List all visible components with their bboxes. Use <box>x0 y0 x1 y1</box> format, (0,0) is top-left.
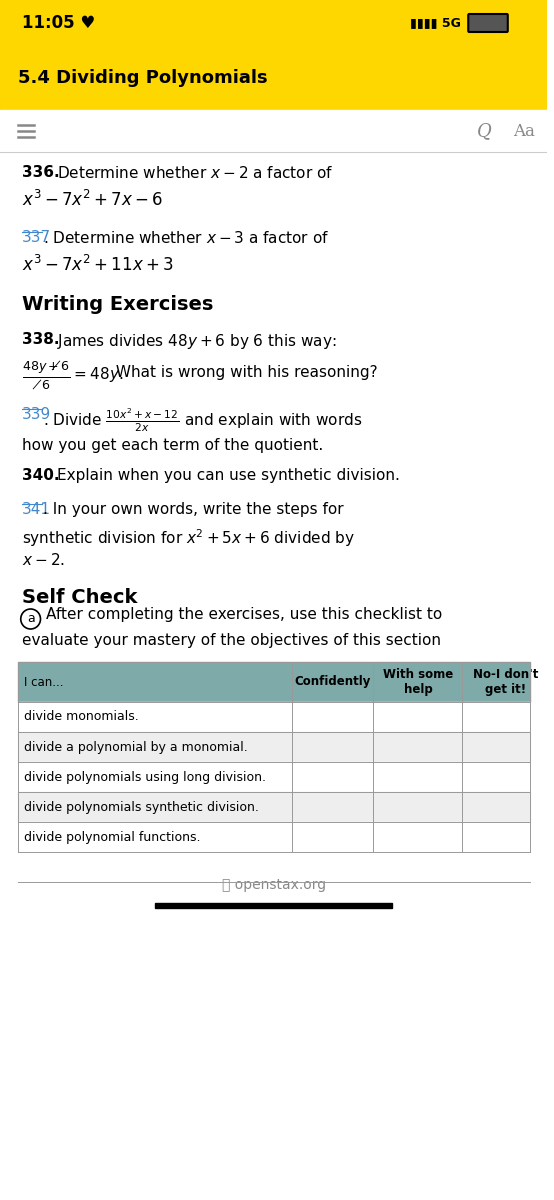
Text: 341: 341 <box>22 502 51 517</box>
Text: Writing Exercises: Writing Exercises <box>22 295 213 314</box>
Text: James divides $48y + 6$ by 6 this way:: James divides $48y + 6$ by 6 this way: <box>57 332 337 350</box>
Text: divide polynomials using long division.: divide polynomials using long division. <box>24 770 266 784</box>
Text: Explain when you can use synthetic division.: Explain when you can use synthetic divis… <box>57 468 400 482</box>
Bar <box>155 902 392 908</box>
Text: $x^3 - 7x^2 + 7x - 6$: $x^3 - 7x^2 + 7x - 6$ <box>22 190 163 210</box>
Text: What is wrong with his reasoning?: What is wrong with his reasoning? <box>111 365 377 380</box>
Text: divide polynomial functions.: divide polynomial functions. <box>24 830 200 844</box>
Bar <box>18 732 530 762</box>
Text: divide polynomials synthetic division.: divide polynomials synthetic division. <box>24 800 259 814</box>
Text: 337: 337 <box>22 230 51 245</box>
Text: Confidently: Confidently <box>295 676 371 689</box>
Text: . Divide $\frac{10x^2+x-12}{2x}$ and explain with words: . Divide $\frac{10x^2+x-12}{2x}$ and exp… <box>43 407 363 434</box>
Bar <box>18 792 530 822</box>
Bar <box>18 662 530 702</box>
Text: After completing the exercises, use this checklist to: After completing the exercises, use this… <box>47 607 443 623</box>
Text: Determine whether $x - 2$ a factor of: Determine whether $x - 2$ a factor of <box>57 164 334 181</box>
Text: Q: Q <box>476 122 491 140</box>
Text: 🔒 openstax.org: 🔒 openstax.org <box>222 878 326 892</box>
Bar <box>0 0 547 44</box>
Bar <box>18 822 530 852</box>
Bar <box>0 44 547 110</box>
Bar <box>18 702 530 732</box>
Text: 339: 339 <box>22 407 51 422</box>
Text: 5.4 Dividing Polynomials: 5.4 Dividing Polynomials <box>18 68 268 86</box>
Text: evaluate your mastery of the objectives of this section: evaluate your mastery of the objectives … <box>22 632 441 648</box>
Text: $\frac{48y+\not{6}}{\not{6}}$: $\frac{48y+\not{6}}{\not{6}}$ <box>22 360 71 392</box>
Text: a: a <box>27 612 34 625</box>
Text: how you get each term of the quotient.: how you get each term of the quotient. <box>22 438 323 452</box>
Bar <box>18 762 530 792</box>
Text: $x^3 - 7x^2 + 11x + 3$: $x^3 - 7x^2 + 11x + 3$ <box>22 254 173 275</box>
Text: divide monomials.: divide monomials. <box>24 710 138 724</box>
Text: Self Check: Self Check <box>22 588 137 607</box>
Text: $= 48y.$: $= 48y.$ <box>71 365 124 384</box>
Text: 338.: 338. <box>22 332 59 347</box>
Text: No-I don't
get it!: No-I don't get it! <box>473 668 538 696</box>
FancyBboxPatch shape <box>468 14 508 32</box>
Bar <box>0 110 547 152</box>
Text: 336.: 336. <box>22 164 59 180</box>
Text: . Determine whether $x - 3$ a factor of: . Determine whether $x - 3$ a factor of <box>43 230 330 246</box>
Text: . In your own words, write the steps for: . In your own words, write the steps for <box>43 502 344 517</box>
Text: 340.: 340. <box>22 468 59 482</box>
Text: With some
help: With some help <box>383 668 453 696</box>
Text: I can...: I can... <box>24 676 63 689</box>
Text: $x - 2.$: $x - 2.$ <box>22 552 65 568</box>
Text: ▮▮▮▮ 5G: ▮▮▮▮ 5G <box>410 17 461 30</box>
Text: divide a polynomial by a monomial.: divide a polynomial by a monomial. <box>24 740 248 754</box>
Text: 11:05 ♥: 11:05 ♥ <box>22 14 95 32</box>
Text: Aa: Aa <box>512 122 535 139</box>
Text: synthetic division for $x^2 + 5x + 6$ divided by: synthetic division for $x^2 + 5x + 6$ di… <box>22 527 355 548</box>
